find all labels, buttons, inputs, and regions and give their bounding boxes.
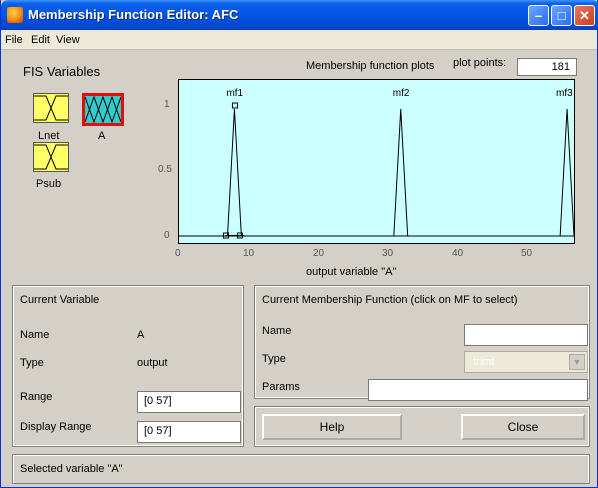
matlab-app-icon [7, 7, 23, 23]
type-label: Type [20, 357, 44, 369]
variable-box-a[interactable] [82, 93, 124, 126]
range-input[interactable]: [0 57] [137, 391, 241, 413]
x-tick-10: 10 [243, 248, 255, 259]
status-panel: Selected variable "A" [12, 454, 590, 484]
help-button[interactable]: Help [262, 414, 402, 440]
maximize-button[interactable]: □ [551, 5, 572, 26]
current-variable-header: Current Variable [20, 294, 100, 306]
plot-points-label: plot points: [453, 57, 507, 69]
menu-edit[interactable]: Edit [31, 34, 50, 46]
current-mf-header: Current Membership Function (click on MF… [262, 294, 518, 306]
variable-name-a: A [98, 130, 106, 142]
mf-type-dropdown[interactable]: trimf ▼ [464, 351, 588, 373]
type-value: output [137, 357, 168, 369]
mf-shape-icon [34, 95, 68, 121]
fis-variables-label: FIS Variables [23, 64, 101, 79]
mf-plot-canvas[interactable]: mf1 mf2 mf3 [179, 80, 575, 243]
x-axis-label: output variable "A" [306, 266, 397, 278]
mf-handle-0[interactable] [231, 102, 238, 109]
close-button[interactable]: Close [461, 414, 585, 440]
display-range-input[interactable]: [0 57] [137, 421, 241, 443]
mf-curve-mf3[interactable] [179, 108, 575, 237]
properties-area: Current Variable Name A Type output Rang… [12, 283, 590, 484]
y-tick-0.5: 0.5 [158, 164, 172, 175]
x-tick-0: 0 [175, 248, 181, 259]
variable-name-lnet: Lnet [38, 130, 60, 142]
mf-label-mf1: mf1 [226, 88, 243, 99]
mf-label-mf3: mf3 [556, 88, 573, 99]
variable-box-psub[interactable] [33, 142, 69, 172]
chevron-down-icon[interactable]: ▼ [569, 354, 585, 370]
variable-name-psub: Psub [36, 178, 62, 190]
window-title: Membership Function Editor: AFC [28, 7, 239, 22]
status-text: Selected variable "A" [20, 463, 123, 475]
mf-label-mf2: mf2 [393, 88, 410, 99]
mf-curve-mf1[interactable] [179, 108, 574, 237]
x-tick-50: 50 [521, 248, 533, 259]
mf-type-label: Type [262, 353, 286, 365]
current-mf-panel: Current Membership Function (click on MF… [254, 285, 590, 401]
x-tick-20: 20 [313, 248, 325, 259]
y-tick-0: 0 [164, 230, 170, 241]
minimize-button[interactable]: – [528, 5, 549, 26]
fis-plot-area: FIS Variables Lnet A Psub Membership fun… [1, 50, 597, 282]
button-panel: Help Close [254, 406, 590, 447]
mf-params-label: Params [262, 381, 300, 393]
plot-points-input[interactable]: 181 [517, 58, 577, 76]
name-label: Name [20, 329, 50, 341]
current-variable-panel: Current Variable Name A Type output Rang… [12, 285, 244, 447]
close-window-button[interactable]: ✕ [574, 5, 595, 26]
mf-name-input[interactable] [464, 324, 588, 346]
plot-header: Membership function plots [306, 60, 435, 72]
display-range-label: Display Range [20, 421, 92, 433]
title-bar[interactable]: Membership Function Editor: AFC – □ ✕ [1, 0, 598, 30]
mf-shape-icon [34, 144, 68, 170]
mf-plot[interactable]: mf1 mf2 mf3 [178, 79, 575, 244]
range-label: Range [20, 391, 53, 403]
menu-view[interactable]: View [56, 34, 80, 46]
x-tick-40: 40 [452, 248, 464, 259]
menu-bar: File Edit View [1, 30, 597, 50]
y-tick-1: 1 [164, 99, 170, 110]
name-value: A [137, 329, 145, 341]
mf-type-value: trimf [473, 356, 495, 368]
variable-box-lnet[interactable] [33, 93, 69, 123]
mf-params-input[interactable] [368, 379, 588, 401]
mf-shape-icon [84, 95, 122, 124]
x-tick-30: 30 [382, 248, 394, 259]
mf-name-label: Name [262, 325, 292, 337]
menu-file[interactable]: File [5, 34, 23, 46]
